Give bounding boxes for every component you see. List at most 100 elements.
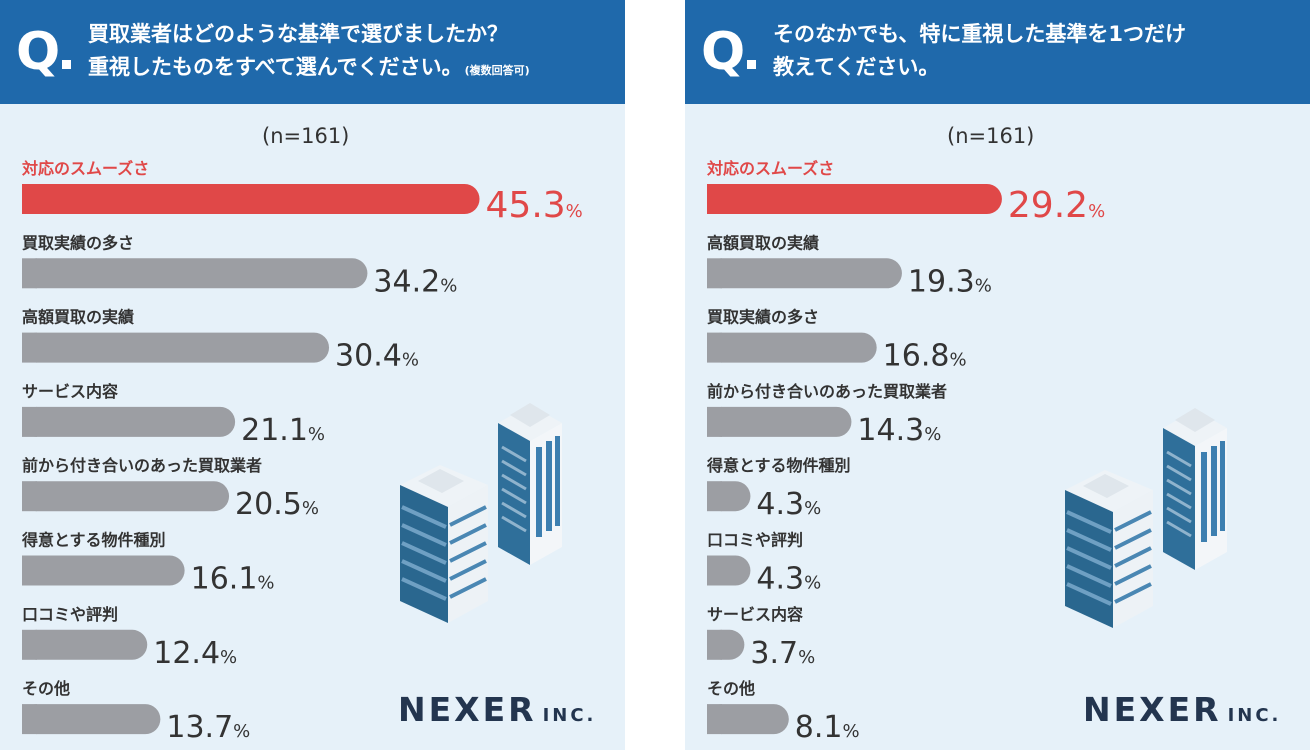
value-label: 16.8% bbox=[883, 339, 967, 374]
bar bbox=[22, 704, 161, 735]
brand-logo: NEXER INC. bbox=[1083, 690, 1281, 729]
office-buildings-icon bbox=[1065, 408, 1227, 628]
value-label: 4.3% bbox=[756, 562, 821, 597]
value-unit: % bbox=[798, 647, 815, 668]
value-number: 29.2 bbox=[1008, 185, 1088, 226]
bar bbox=[22, 481, 230, 512]
value-label: 13.7% bbox=[166, 710, 250, 745]
question-line-1: 買取業者はどのような基準で選びましたか？ bbox=[88, 22, 508, 46]
bar-left-edge bbox=[22, 555, 37, 586]
bar bbox=[22, 258, 368, 289]
value-number: 30.4 bbox=[335, 339, 402, 374]
value-label: 21.1% bbox=[241, 413, 325, 448]
bar bbox=[707, 332, 877, 363]
value-number: 21.1 bbox=[241, 413, 308, 448]
question-line-2: 重視したものをすべて選んでください。 (複数回答可) bbox=[88, 51, 613, 87]
question-text: そのなかでも、特に重視した基準を1つだけ 教えてください。 bbox=[773, 18, 1298, 87]
bar-left-edge bbox=[22, 332, 37, 363]
bar-left-edge bbox=[707, 704, 722, 735]
chart-panel-left: Q 買取業者はどのような基準で選びましたか？ 重視したものをすべて選んでください… bbox=[0, 0, 625, 750]
value-number: 16.1 bbox=[191, 562, 258, 597]
category-label: 前から付き合いのあった買取業者 bbox=[707, 382, 947, 401]
brand-name: NEXER bbox=[398, 690, 537, 729]
bar-left-edge bbox=[22, 406, 37, 437]
value-unit: % bbox=[308, 424, 325, 445]
value-unit: % bbox=[975, 275, 992, 296]
brand-name: NEXER bbox=[1083, 690, 1222, 729]
bar bbox=[707, 258, 902, 289]
bar-left-edge bbox=[22, 481, 37, 512]
q-dot-decoration bbox=[62, 60, 71, 69]
question-line-2-text: 重視したものをすべて選んでください。 bbox=[88, 55, 463, 79]
value-unit: % bbox=[302, 498, 319, 519]
category-label: 買取実績の多さ bbox=[707, 308, 819, 327]
office-buildings-icon bbox=[400, 403, 562, 623]
category-label: 前から付き合いのあった買取業者 bbox=[22, 456, 262, 475]
bar-chart-left: 対応のスムーズさ 45.3% 買取実績の多さ 34.2% 高額買取の実績 30.4% サービ… bbox=[21, 159, 583, 745]
bar bbox=[22, 406, 236, 437]
bar bbox=[707, 184, 1002, 214]
question-header: Q 買取業者はどのような基準で選びましたか？ 重視したものをすべて選んでください… bbox=[0, 0, 625, 104]
value-unit: % bbox=[233, 721, 250, 742]
bar bbox=[22, 555, 185, 586]
value-unit: % bbox=[257, 573, 274, 594]
category-label: 得意とする物件種別 bbox=[706, 456, 851, 475]
brand-suffix: INC. bbox=[1227, 705, 1282, 726]
value-label: 45.3% bbox=[486, 185, 583, 226]
value-unit: % bbox=[924, 424, 941, 445]
category-label: 口コミや評判 bbox=[22, 605, 118, 624]
category-label: 高額買取の実績 bbox=[22, 308, 134, 327]
value-label: 12.4% bbox=[153, 636, 237, 671]
question-header: Q そのなかでも、特に重視した基準を1つだけ 教えてください。 bbox=[685, 0, 1310, 104]
question-line-2: 教えてください。 bbox=[773, 51, 1298, 87]
value-number: 14.3 bbox=[857, 413, 924, 448]
question-line-1: そのなかでも、特に重視した基準を1つだけ bbox=[773, 22, 1186, 46]
category-label: 対応のスムーズさ bbox=[21, 159, 149, 178]
bar-chart-right: 対応のスムーズさ 29.2% 高額買取の実績 19.3% 買取実績の多さ 16.8% 前から… bbox=[706, 159, 1105, 745]
value-label: 16.1% bbox=[191, 562, 275, 597]
value-number: 20.5 bbox=[235, 487, 302, 522]
q-dot-decoration bbox=[747, 60, 756, 69]
value-number: 19.3 bbox=[908, 264, 975, 299]
value-label: 3.7% bbox=[750, 636, 815, 671]
category-label: サービス内容 bbox=[22, 382, 118, 401]
question-line-2-text: 教えてください。 bbox=[773, 55, 940, 79]
value-unit: % bbox=[804, 498, 821, 519]
category-label: その他 bbox=[707, 679, 755, 698]
value-unit: % bbox=[440, 275, 457, 296]
bar-left-edge bbox=[707, 629, 722, 660]
bar-left-edge bbox=[707, 258, 722, 289]
value-label: 20.5% bbox=[235, 487, 319, 522]
category-label: 高額買取の実績 bbox=[707, 233, 819, 252]
value-number: 8.1 bbox=[795, 710, 843, 745]
bar-left-edge bbox=[707, 184, 722, 214]
question-note: (複数回答可) bbox=[464, 64, 530, 77]
value-label: 30.4% bbox=[335, 339, 419, 374]
sample-size-label: (n=161) bbox=[262, 124, 350, 148]
value-unit: % bbox=[843, 721, 860, 742]
category-label: 得意とする物件種別 bbox=[21, 531, 166, 550]
value-unit: % bbox=[804, 573, 821, 594]
bar-left-edge bbox=[22, 629, 37, 660]
bar-left-edge bbox=[22, 258, 37, 289]
bar-left-edge bbox=[707, 481, 722, 512]
value-number: 34.2 bbox=[373, 264, 440, 299]
question-text: 買取業者はどのような基準で選びましたか？ 重視したものをすべて選んでください。(… bbox=[88, 18, 613, 87]
bar-left-edge bbox=[707, 332, 722, 363]
value-unit: % bbox=[402, 350, 419, 371]
value-label: 8.1% bbox=[795, 710, 860, 745]
chart-panel-right: Q そのなかでも、特に重視した基準を1つだけ 教えてください。 (n=161) … bbox=[685, 0, 1310, 750]
bar bbox=[22, 332, 330, 363]
bar bbox=[22, 184, 480, 214]
value-number: 4.3 bbox=[756, 487, 804, 522]
bar bbox=[22, 629, 148, 660]
q-mark: Q bbox=[16, 22, 61, 82]
bar-left-edge bbox=[707, 406, 722, 437]
value-label: 34.2% bbox=[373, 264, 457, 299]
bar-left-edge bbox=[707, 555, 722, 586]
bar bbox=[707, 406, 852, 437]
category-label: その他 bbox=[22, 679, 70, 698]
category-label: 買取実績の多さ bbox=[22, 233, 134, 252]
bar bbox=[707, 704, 789, 735]
category-label: 対応のスムーズさ bbox=[706, 159, 834, 178]
